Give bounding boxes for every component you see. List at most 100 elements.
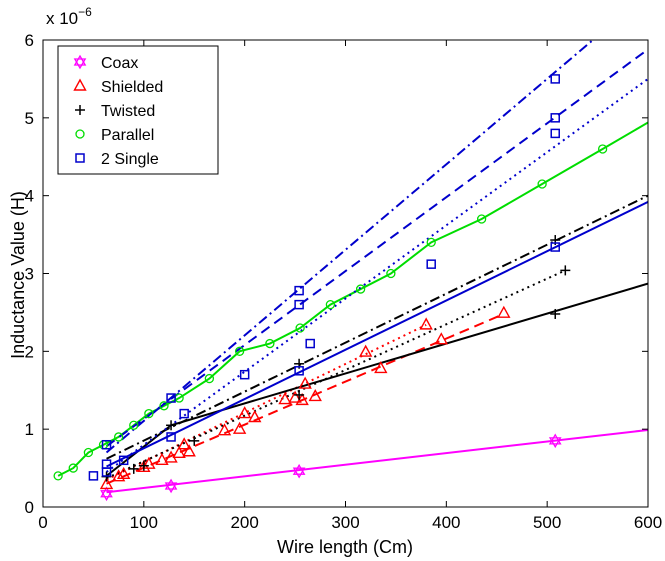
shielded-point: [142, 456, 156, 469]
coax-point: [100, 486, 113, 502]
2-single-point: [179, 408, 189, 419]
x-tick-label: 0: [38, 513, 47, 532]
shielded-point: [298, 376, 312, 389]
2-single-point: [239, 369, 250, 380]
shielded-point: [111, 469, 126, 482]
legend-marker-2-single: [75, 153, 85, 163]
shielded-point: [497, 305, 511, 318]
2-single-point: [550, 242, 560, 252]
legend-item-2-single: 2 Single: [75, 151, 159, 168]
2-single-point: [550, 128, 560, 139]
parallel-point: [144, 408, 154, 419]
2-single-point: [101, 439, 112, 450]
shielded-point: [237, 406, 252, 419]
2-single-point: [166, 432, 176, 442]
parallel-point: [426, 237, 436, 248]
legend-label-2-single: 2 Single: [101, 151, 159, 168]
shielded-point: [217, 423, 232, 436]
2-single-point: [426, 259, 436, 269]
shielded-point: [278, 392, 292, 405]
2-single-fit-dashdot-line: [105, 40, 595, 454]
parallel-point: [476, 214, 487, 224]
parallel-point: [265, 338, 275, 349]
x-tick-label: 200: [230, 513, 258, 532]
legend-label-shielded: Shielded: [101, 79, 163, 96]
x-axis-label: Wire length (Cm): [277, 537, 413, 557]
legend: Coax Shielded Twisted Parallel 2 Single: [57, 45, 219, 175]
parallel-point: [53, 471, 63, 481]
shielded-point: [182, 444, 196, 457]
parallel-point: [129, 420, 139, 430]
shielded-point: [248, 410, 262, 423]
x-tick-label: 400: [432, 513, 460, 532]
shielded-point: [288, 390, 302, 403]
y-tick-label: 2: [25, 342, 34, 361]
twisted-point: [560, 265, 571, 276]
2-single-point: [550, 113, 560, 123]
shielded-point: [358, 344, 373, 357]
legend-item-coax: Coax: [73, 54, 138, 72]
shielded-point: [419, 317, 433, 330]
y-axis-label: Inductance Value (H): [8, 191, 28, 359]
y-multiplier-label: x 10−6: [46, 5, 92, 28]
x-tick-label: 300: [331, 513, 359, 532]
shielded-point: [374, 361, 388, 374]
shielded-point: [172, 445, 186, 458]
shielded-point: [99, 476, 114, 490]
twisted-point: [166, 420, 177, 431]
legend-marker-shielded: [73, 78, 87, 91]
parallel-point: [537, 179, 547, 189]
twisted-point: [128, 463, 139, 474]
shielded-point: [116, 466, 131, 480]
legend-marker-twisted: [75, 105, 85, 115]
x-tick-label: 500: [533, 513, 561, 532]
parallel-point: [295, 323, 305, 333]
2-single-point: [294, 366, 304, 376]
legend-item-shielded: Shielded: [73, 78, 163, 96]
shielded-fit-dotted-line: [106, 323, 427, 481]
legend-item-twisted: Twisted: [75, 103, 155, 120]
parallel-point: [113, 432, 124, 442]
parallel-point: [159, 401, 169, 411]
y-tick-label: 6: [25, 31, 34, 50]
parallel-point: [325, 299, 336, 310]
twisted-point: [294, 389, 305, 400]
2-single-point: [550, 74, 560, 84]
coax-point: [292, 463, 306, 479]
2-single-point: [305, 338, 315, 349]
marker-layer: [53, 74, 608, 502]
2-single-point: [101, 459, 112, 469]
2-single-point: [118, 455, 129, 466]
y-tick-label: 0: [25, 498, 34, 517]
coax-point: [164, 478, 178, 494]
legend-label-twisted: Twisted: [101, 103, 155, 120]
tick-layer: 0 100 200 300 400 500 600 0 1 2 3 4 5 6: [25, 31, 663, 532]
legend-label-coax: Coax: [101, 55, 138, 72]
y-tick-label: 3: [25, 265, 34, 284]
parallel-point: [597, 144, 608, 154]
parallel-series-line: [57, 121, 648, 477]
2-single-fit-solid-line: [106, 200, 648, 468]
legend-marker-parallel: [75, 129, 85, 139]
2-single-point: [166, 393, 176, 403]
shielded-point: [308, 389, 322, 402]
legend-item-parallel: Parallel: [75, 127, 154, 144]
y-tick-label: 1: [25, 420, 34, 439]
legend-label-parallel: Parallel: [101, 127, 154, 144]
y-tick-label: 5: [25, 109, 34, 128]
shielded-point: [177, 437, 191, 450]
x-tick-label: 600: [634, 513, 662, 532]
twisted-point: [138, 460, 149, 471]
2-single-point: [294, 299, 304, 310]
shielded-point: [434, 332, 448, 345]
2-single-point: [294, 285, 304, 296]
2-single-point: [88, 471, 99, 481]
parallel-point: [234, 346, 245, 356]
parallel-point: [204, 373, 215, 384]
shielded-point: [232, 421, 247, 434]
y-tick-label: 4: [25, 187, 34, 206]
coax-point: [548, 433, 562, 449]
parallel-point: [83, 447, 94, 458]
parallel-point: [355, 284, 366, 294]
